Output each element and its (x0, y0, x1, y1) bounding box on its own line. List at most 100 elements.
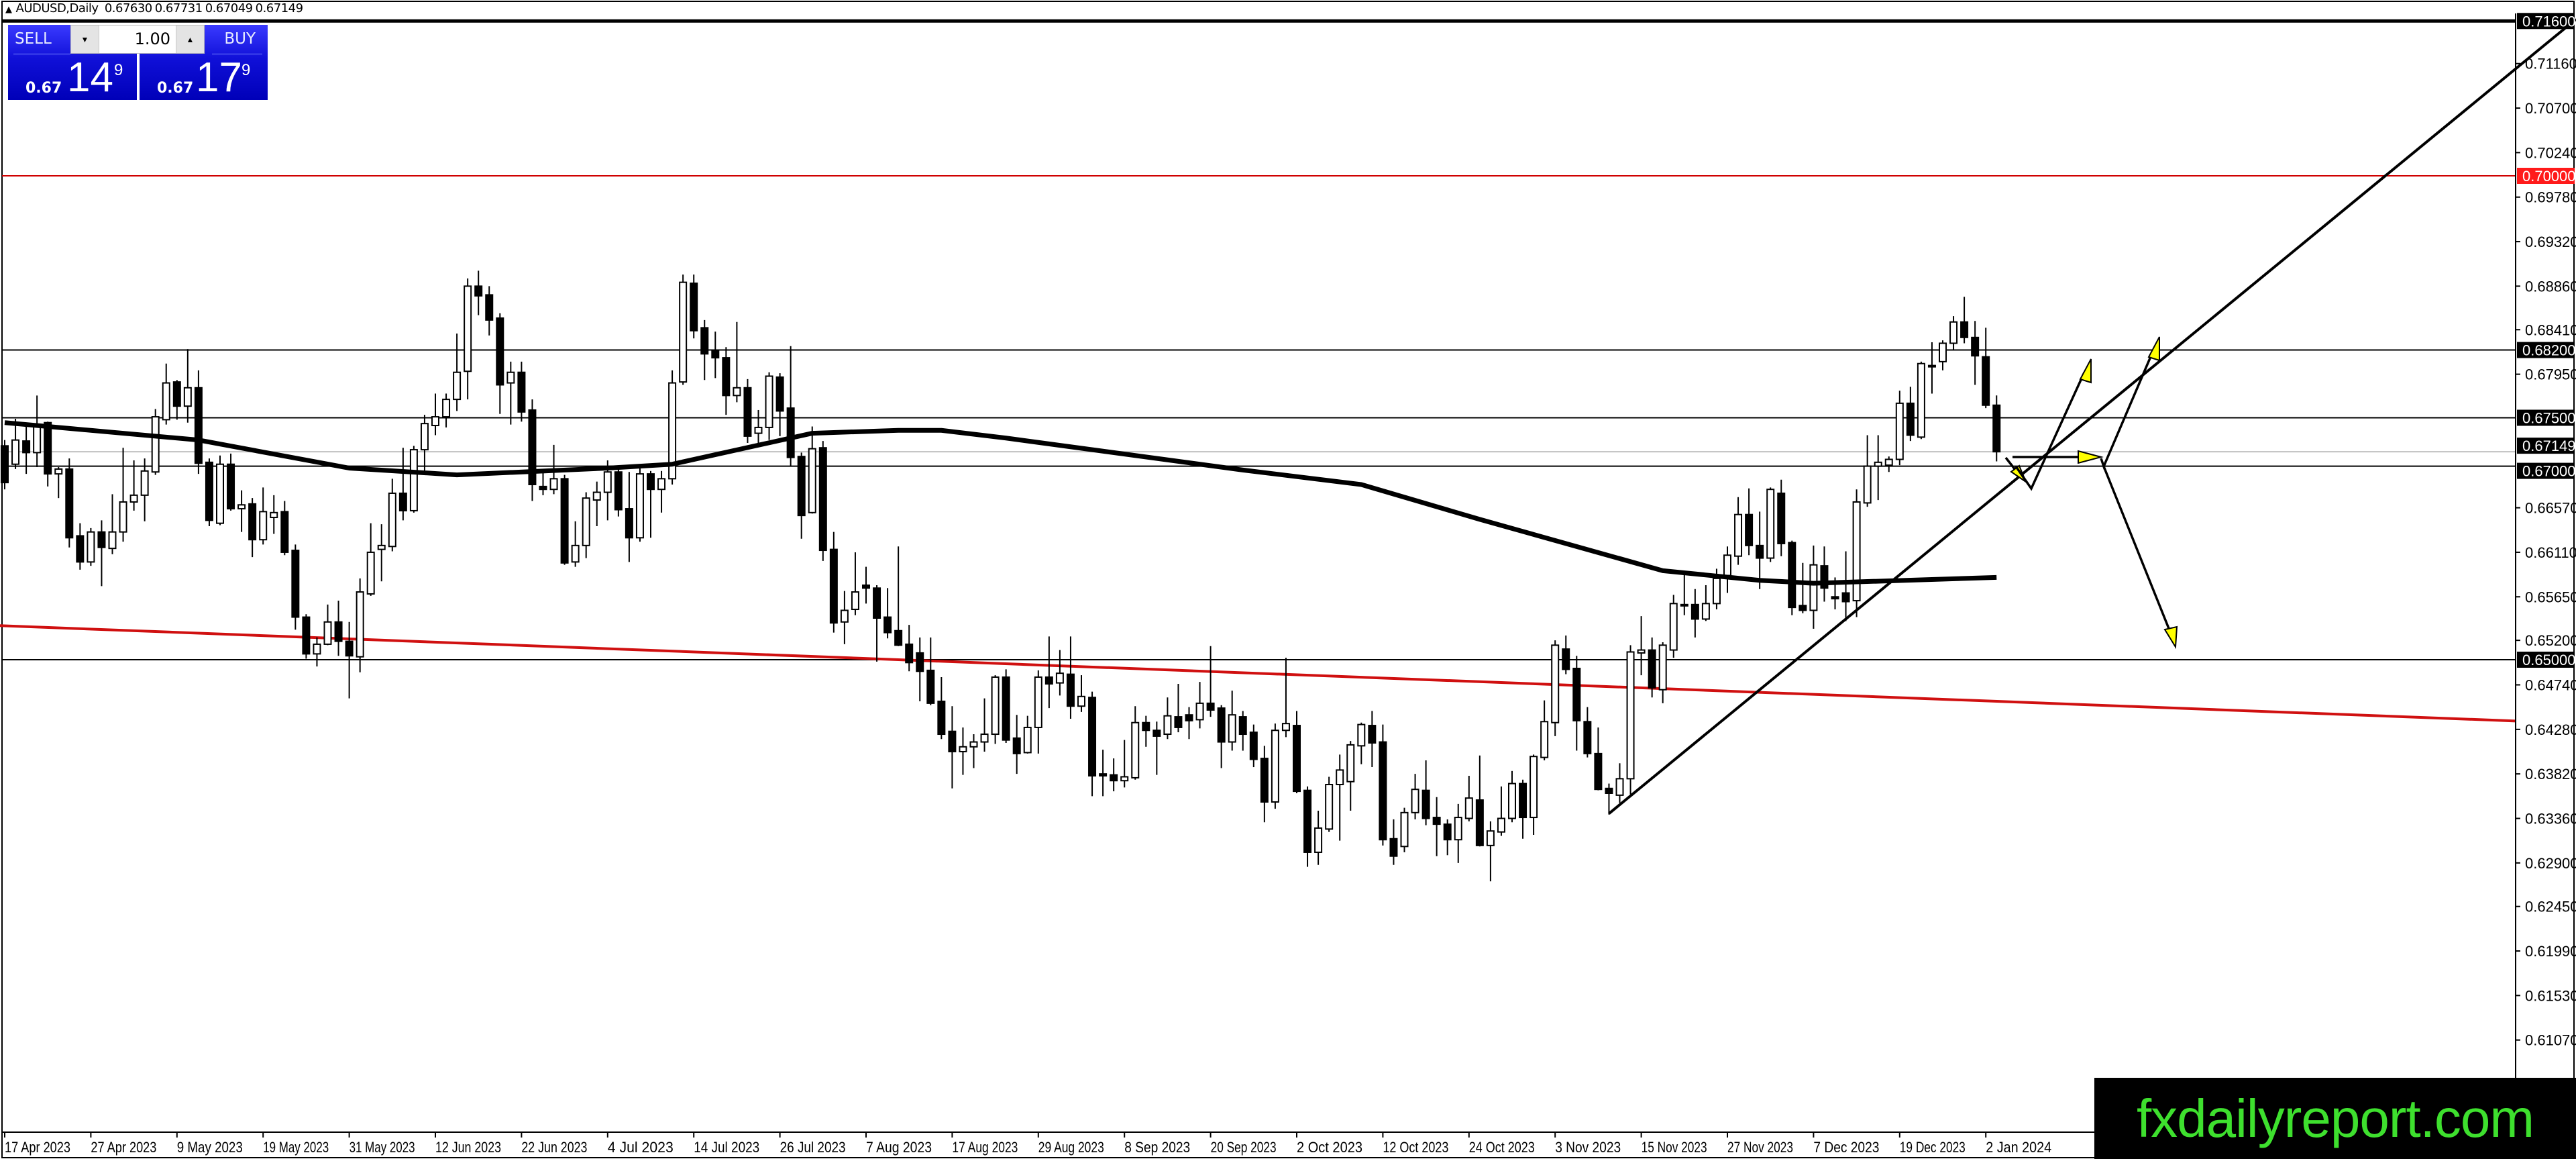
candle[interactable] (1799, 562, 1807, 613)
candle[interactable] (151, 409, 160, 475)
candle[interactable] (183, 349, 192, 423)
triangle-down-icon[interactable]: ▼ (71, 26, 99, 53)
candle[interactable] (280, 501, 289, 556)
candle[interactable] (1583, 707, 1592, 758)
candle[interactable] (1099, 750, 1108, 797)
candle[interactable] (582, 492, 590, 558)
candle[interactable] (44, 421, 52, 487)
candle[interactable] (560, 474, 569, 565)
candle[interactable] (1841, 551, 1850, 621)
ascending-trendline[interactable] (1608, 18, 2576, 815)
candle[interactable] (291, 544, 300, 630)
candle[interactable] (227, 453, 235, 511)
candle[interactable] (1228, 691, 1236, 751)
candle[interactable] (1766, 487, 1775, 562)
candle[interactable] (1917, 361, 1925, 440)
candle[interactable] (270, 495, 278, 534)
candle[interactable] (959, 727, 967, 775)
candle[interactable] (1142, 715, 1150, 747)
candle[interactable] (1971, 321, 1980, 385)
candle[interactable] (571, 521, 580, 567)
candle[interactable] (1249, 724, 1258, 768)
candle[interactable] (1454, 803, 1462, 863)
candle[interactable] (1701, 585, 1710, 621)
candle[interactable] (1002, 669, 1010, 744)
candle[interactable] (797, 452, 806, 539)
candle[interactable] (1346, 741, 1355, 811)
candle[interactable] (1475, 755, 1484, 847)
candle[interactable] (1734, 497, 1743, 565)
candle[interactable] (1195, 682, 1204, 729)
candle[interactable] (366, 523, 375, 596)
candle[interactable] (442, 393, 451, 427)
candle[interactable] (431, 393, 439, 436)
candle[interactable] (345, 621, 354, 699)
candle[interactable] (679, 274, 688, 385)
candle[interactable] (453, 334, 462, 411)
candle[interactable] (1023, 715, 1032, 754)
candle[interactable] (1486, 821, 1495, 882)
candle[interactable] (1615, 763, 1624, 803)
candle[interactable] (700, 319, 709, 381)
candle[interactable] (76, 523, 85, 570)
candle[interactable] (1960, 297, 1969, 344)
candle[interactable] (1185, 707, 1193, 740)
candle[interactable] (1293, 711, 1301, 793)
red-trendline[interactable] (0, 624, 2516, 723)
candle[interactable] (851, 552, 859, 615)
candle[interactable] (873, 585, 881, 662)
candle[interactable] (1777, 479, 1786, 556)
candle[interactable] (65, 458, 74, 548)
candle[interactable] (377, 524, 386, 582)
candle[interactable] (1443, 819, 1452, 856)
candle[interactable] (1648, 637, 1656, 698)
candle[interactable] (22, 424, 31, 474)
candle[interactable] (334, 601, 343, 656)
candle[interactable] (1906, 387, 1915, 442)
candle[interactable] (119, 448, 127, 542)
candle[interactable] (1658, 642, 1667, 703)
candle[interactable] (54, 467, 63, 499)
candle[interactable] (635, 464, 644, 542)
arrow-breakdown[interactable] (2102, 466, 2172, 634)
candle[interactable] (647, 470, 655, 538)
candle[interactable] (1325, 776, 1334, 832)
candle[interactable] (172, 380, 181, 420)
candle[interactable] (614, 468, 623, 517)
candle[interactable] (1669, 595, 1678, 658)
candle[interactable] (1432, 797, 1441, 856)
candle[interactable] (1066, 636, 1075, 719)
candle[interactable] (302, 614, 311, 659)
candle[interactable] (1949, 316, 1958, 350)
projection-arrows[interactable] (2004, 336, 2178, 650)
candle[interactable] (1044, 636, 1053, 709)
candle[interactable] (1336, 754, 1344, 841)
candle[interactable] (1605, 783, 1613, 815)
candle[interactable] (1260, 746, 1269, 823)
candle[interactable] (1895, 391, 1904, 466)
candle[interactable] (205, 458, 213, 527)
candle[interactable] (1357, 722, 1366, 764)
candle[interactable] (1110, 758, 1118, 792)
candle[interactable] (1389, 819, 1398, 865)
candle[interactable] (1626, 645, 1635, 795)
candle[interactable] (657, 470, 666, 513)
candle[interactable] (711, 332, 720, 379)
candle[interactable] (1809, 545, 1818, 629)
candle[interactable] (539, 470, 547, 495)
candle[interactable] (883, 588, 892, 639)
candle[interactable] (11, 418, 20, 469)
candle[interactable] (140, 458, 149, 521)
candle[interactable] (323, 604, 332, 646)
candle[interactable] (1939, 340, 1947, 370)
candle[interactable] (1982, 327, 1990, 409)
candle[interactable] (808, 426, 816, 514)
candle[interactable] (1551, 640, 1560, 736)
candle[interactable] (1508, 770, 1516, 823)
candle[interactable] (690, 274, 698, 339)
candle[interactable] (1131, 706, 1140, 780)
lot-size-stepper[interactable]: ▼ 1.00 ▲ (70, 25, 205, 54)
candle[interactable] (388, 478, 396, 552)
candle[interactable] (1572, 656, 1581, 751)
